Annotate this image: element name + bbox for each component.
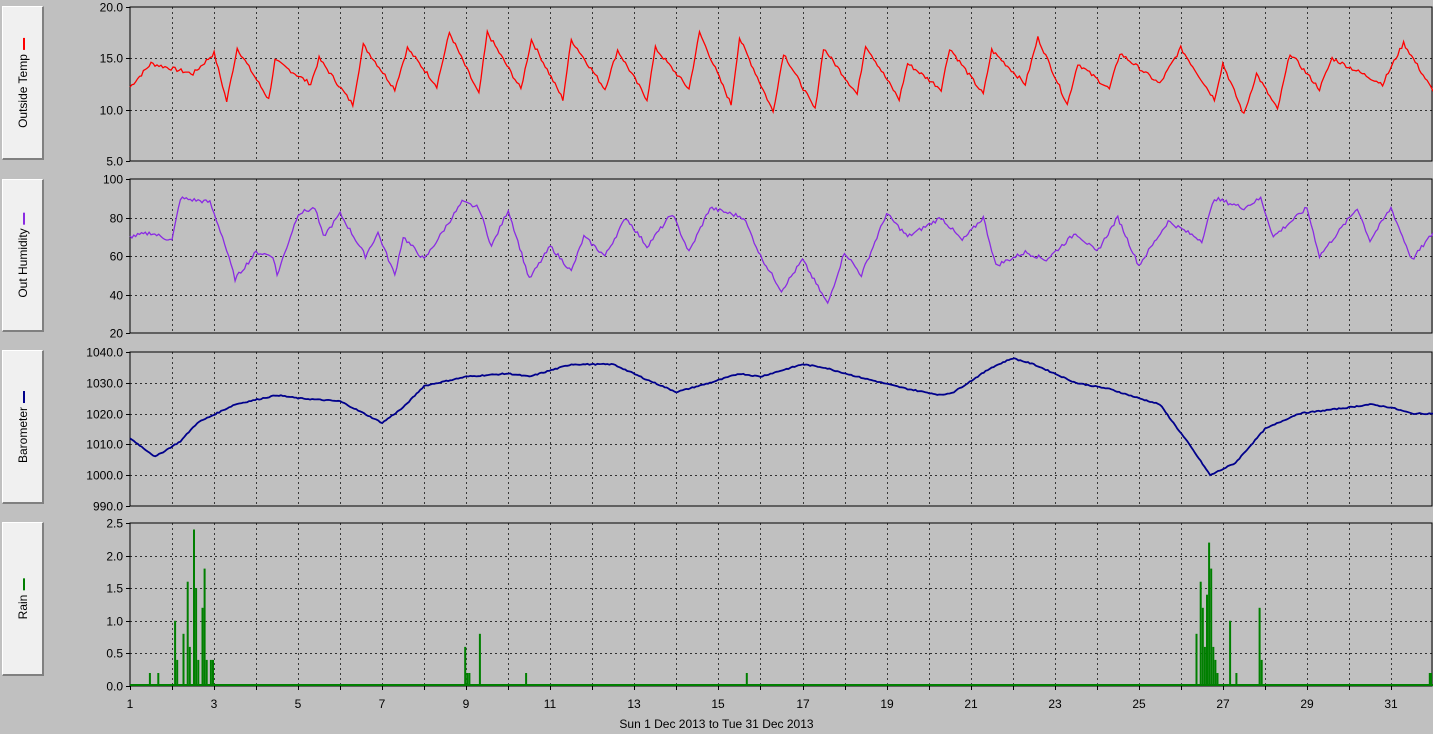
rain-bar <box>1216 673 1219 686</box>
rain-bar <box>1235 673 1238 686</box>
rain-bar <box>1203 646 1206 686</box>
rain-bar <box>205 659 208 686</box>
y-tick-label: 990.0 <box>93 500 123 514</box>
x-tick-label: 23 <box>1048 697 1062 711</box>
x-tick-label: 15 <box>711 697 725 711</box>
y-tick-label: 1020.0 <box>86 408 123 422</box>
y-tick-label: 40 <box>110 289 124 303</box>
rain-bar <box>188 646 191 686</box>
rain-bar <box>525 673 528 686</box>
x-tick-label: 17 <box>796 697 810 711</box>
rain-bar <box>464 646 467 686</box>
rain-bar <box>1208 542 1211 686</box>
rain-bar <box>1428 673 1431 686</box>
y-tick-label: 0.5 <box>106 647 123 661</box>
rain-bar <box>1258 607 1261 686</box>
y-tick-label: 15.0 <box>100 52 124 66</box>
y-tick-label: 80 <box>110 212 124 226</box>
rain-bar <box>148 673 151 686</box>
rain-bar <box>1206 594 1208 686</box>
y-tick-label: 60 <box>110 250 124 264</box>
y-tick-label: 1030.0 <box>86 377 123 391</box>
x-tick-label: 19 <box>880 697 894 711</box>
rain-bar <box>203 568 206 686</box>
y-tick-label: 10.0 <box>100 104 124 118</box>
rain-bar <box>466 673 469 686</box>
panel-frame <box>129 522 1433 687</box>
x-tick-label: 1 <box>127 697 134 711</box>
y-tick-label: 20 <box>110 327 124 341</box>
barometer-selector[interactable]: Barometer <box>2 350 44 504</box>
rain-bar <box>176 659 179 686</box>
x-tick-label: 25 <box>1132 697 1146 711</box>
rain-bar <box>745 673 748 686</box>
rain-bar <box>197 659 200 686</box>
x-tick-label: 13 <box>627 697 641 711</box>
rain-bar <box>157 673 160 686</box>
rain-bar <box>193 529 195 686</box>
rain-bar <box>1201 607 1204 686</box>
series-line-2 <box>129 357 1433 477</box>
rain-bar <box>1210 568 1213 686</box>
series-line-0 <box>129 28 1433 115</box>
panel-frame <box>129 351 1433 507</box>
x-tick-label: 27 <box>1216 697 1230 711</box>
x-tick-label: 9 <box>463 697 470 711</box>
rain-bar <box>478 633 481 686</box>
x-tick-label: 5 <box>295 697 302 711</box>
rain-bar <box>1229 620 1232 686</box>
rain-bar <box>201 607 204 686</box>
y-tick-label: 100 <box>103 173 123 187</box>
rain-bar <box>209 659 212 686</box>
y-tick-label: 1010.0 <box>86 438 123 452</box>
rain-bar <box>1430 673 1432 686</box>
y-tick-label: 1.0 <box>106 615 123 629</box>
x-tick-label: 29 <box>1300 697 1314 711</box>
y-tick-label: 0.0 <box>106 680 123 694</box>
rain-bar <box>195 588 198 686</box>
rain-bar <box>174 620 177 686</box>
y-tick-label: 5.0 <box>106 155 123 169</box>
rain-bar <box>186 581 189 686</box>
x-tick-label: 7 <box>379 697 386 711</box>
x-tick-label: 3 <box>211 697 218 711</box>
y-tick-label: 1040.0 <box>86 346 123 360</box>
rain-bar <box>1212 646 1215 686</box>
y-tick-label: 2.0 <box>106 550 123 564</box>
rain-bar <box>212 659 214 686</box>
panel-frame <box>129 6 1433 162</box>
x-tick-label: 21 <box>964 697 978 711</box>
x-tick-label: 31 <box>1384 697 1398 711</box>
y-tick-label: 20.0 <box>100 1 124 15</box>
y-tick-label: 2.5 <box>106 517 123 531</box>
x-tick-label: 11 <box>544 697 557 711</box>
series-line-1 <box>129 195 1433 305</box>
rain-bar <box>1214 659 1217 686</box>
panel-frame <box>129 178 1433 334</box>
rain-bar <box>1195 633 1198 686</box>
date-range-footer: Sun 1 Dec 2013 to Tue 31 Dec 2013 <box>619 717 814 731</box>
y-tick-label: 1.5 <box>106 582 123 596</box>
y-tick-label: 1000.0 <box>86 469 123 483</box>
rain-bar <box>1199 581 1202 686</box>
rain-bar <box>468 673 471 686</box>
out-humidity-selector[interactable]: Out Humidity <box>2 179 44 332</box>
rain-selector[interactable]: Rain <box>2 522 44 676</box>
rain-bar <box>1260 659 1263 686</box>
outside-temp-selector[interactable]: Outside Temp <box>2 6 44 160</box>
rain-bar <box>182 633 185 686</box>
